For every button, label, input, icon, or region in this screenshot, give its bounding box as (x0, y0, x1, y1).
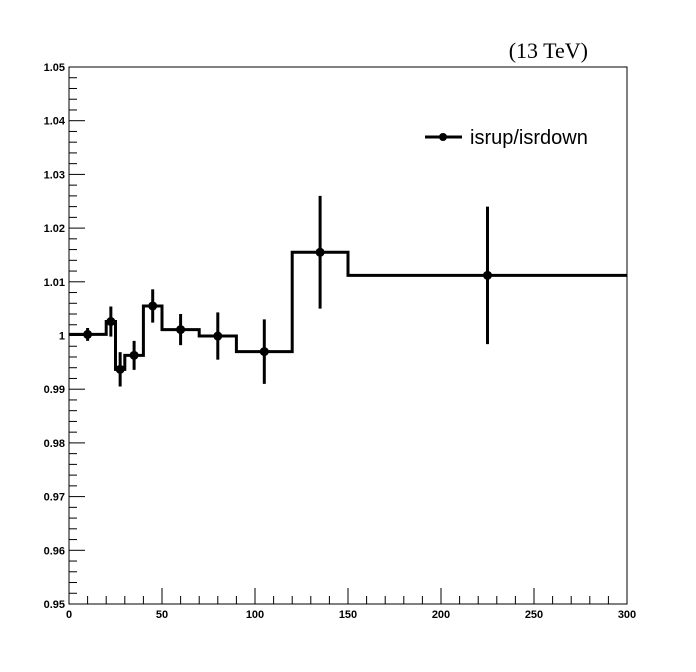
x-tick-label: 50 (156, 609, 168, 621)
data-point-7 (259, 347, 269, 357)
y-tick-label: 0.98 (44, 438, 65, 450)
data-point-5 (176, 325, 186, 335)
legend-marker-sample (439, 133, 447, 141)
data-point-9 (483, 270, 492, 280)
y-tick-label: 1.05 (44, 62, 65, 74)
y-axis: 0.95 0.96 0.97 0.98 0.99 1 1.01 1.02 1.03 1.04 1.0… (44, 62, 85, 611)
y-tick-label: 0.95 (44, 599, 65, 611)
y-tick-label: 1.04 (44, 116, 66, 128)
data-point-6 (213, 331, 223, 341)
legend: isrup/isrdown (425, 127, 588, 149)
legend-entry-label: isrup/isrdown (470, 127, 588, 149)
data-point-3 (129, 350, 139, 360)
y-tick-label: 0.96 (44, 545, 65, 557)
data-point-1 (106, 317, 116, 327)
y-tick-label: 1.03 (44, 169, 65, 181)
x-tick-label: 100 (246, 609, 264, 621)
histogram-step-line (69, 250, 627, 371)
x-tick-label: 0 (66, 609, 72, 621)
y-tick-label: 0.99 (44, 384, 65, 396)
data-points (83, 247, 492, 374)
y-tick-label: 1.01 (44, 277, 65, 289)
x-tick-label: 150 (339, 609, 357, 621)
data-point-8 (315, 247, 325, 257)
y-tick-label: 1.02 (44, 223, 65, 235)
data-point-2 (115, 364, 125, 374)
y-tick-label: 1 (59, 331, 65, 343)
energy-annotation: (13 TeV) (509, 38, 588, 63)
data-point-0 (83, 329, 93, 339)
y-axis-minor-ticks (69, 77, 77, 594)
y-tick-label: 0.97 (44, 492, 65, 504)
x-tick-label: 200 (432, 609, 450, 621)
x-tick-label: 250 (525, 609, 543, 621)
data-point-4 (148, 301, 158, 311)
x-axis-minor-ticks (87, 596, 609, 604)
x-axis: 0 50 100 150 200 250 300 (66, 588, 636, 621)
x-tick-label: 300 (618, 609, 636, 621)
